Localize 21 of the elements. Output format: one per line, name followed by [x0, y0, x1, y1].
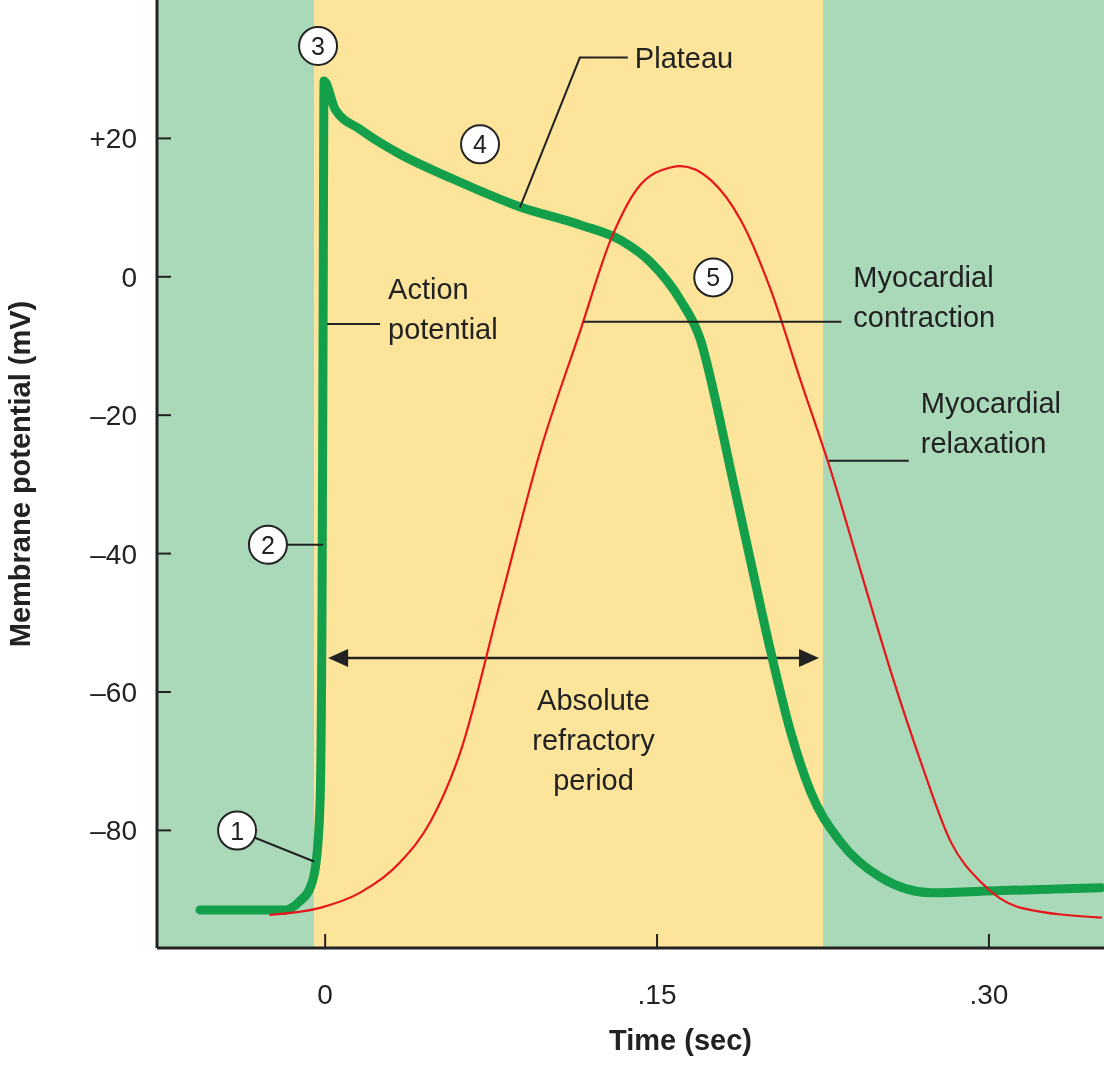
y-tick-label: –40 [90, 538, 137, 570]
y-tick-label: –20 [90, 400, 137, 432]
y-tick-label: +20 [89, 123, 137, 155]
x-tick-label: .15 [637, 979, 677, 1010]
annotation: 2 [260, 530, 275, 559]
band-label: Absolute refractory period [532, 683, 656, 796]
y-axis-title: Membrane potential (mV) [4, 300, 36, 648]
annotation: 4 [473, 130, 488, 159]
x-tick-label: .30 [969, 979, 1009, 1010]
y-tick-label: 0 [121, 261, 137, 293]
annotation: 3 [311, 31, 326, 60]
annotation: 5 [706, 263, 721, 292]
x-axis-title: Time (sec) [609, 1024, 752, 1056]
text: Action potential [388, 272, 498, 345]
annotation: Myocardial relaxation [920, 386, 1061, 459]
y-tick-label: –80 [90, 815, 137, 847]
annotation: 1 [230, 816, 245, 845]
x-tick-label: 0 [317, 979, 333, 1010]
y-tick-label: –60 [90, 676, 137, 708]
annotation: Plateau [634, 41, 734, 74]
annotation: Myocardial contraction [853, 260, 996, 333]
